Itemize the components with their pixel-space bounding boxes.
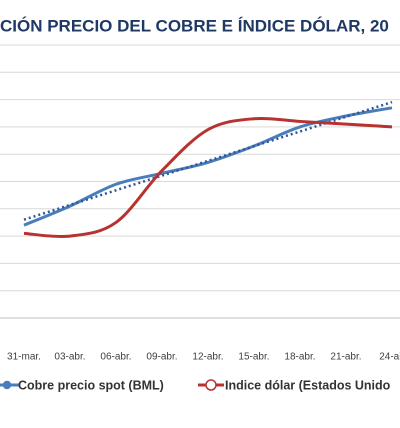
x-tick-label: 15-abr. xyxy=(238,352,269,363)
x-tick-label: 24-ab xyxy=(379,352,400,363)
x-tick-label: 03-abr. xyxy=(54,352,85,363)
x-tick-label: 31-mar. xyxy=(7,352,41,363)
x-tick-label: 12-abr. xyxy=(192,352,223,363)
legend-label: Cobre precio spot (BML) xyxy=(18,378,164,392)
x-tick-label: 21-abr. xyxy=(330,352,361,363)
series-line xyxy=(23,106,393,227)
legend-marker xyxy=(2,380,12,390)
x-tick-label: 18-abr. xyxy=(284,352,315,363)
legend-label: Indice dólar (Estados Unido xyxy=(225,378,391,392)
trend-line xyxy=(23,100,393,221)
chart-title: CIÓN PRECIO DEL COBRE E ÍNDICE DÓLAR, 20 xyxy=(0,16,389,35)
legend-marker xyxy=(205,379,217,391)
x-tick-label: 09-abr. xyxy=(146,352,177,363)
series-line xyxy=(23,116,393,239)
x-tick-label: 06-abr. xyxy=(100,352,131,363)
